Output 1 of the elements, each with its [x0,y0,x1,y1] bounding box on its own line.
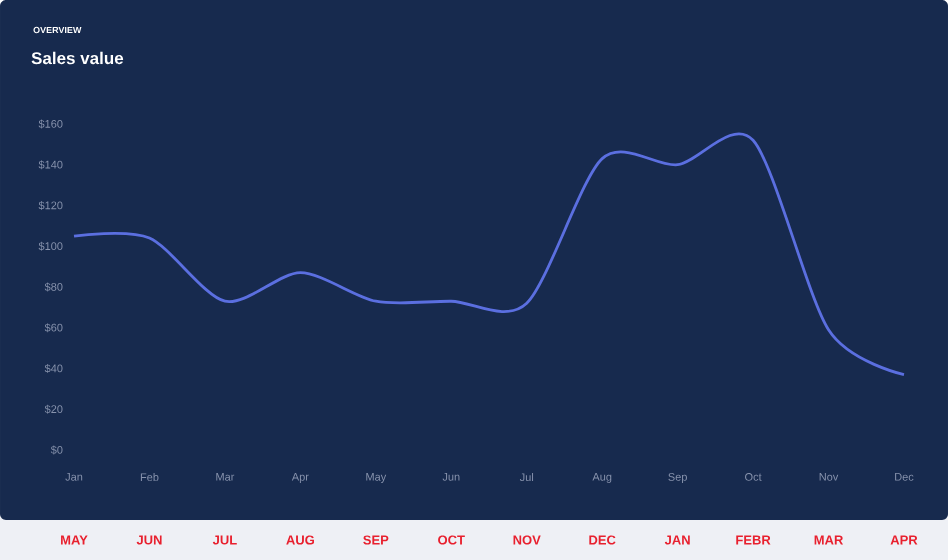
chart-title: Sales value [31,51,124,65]
